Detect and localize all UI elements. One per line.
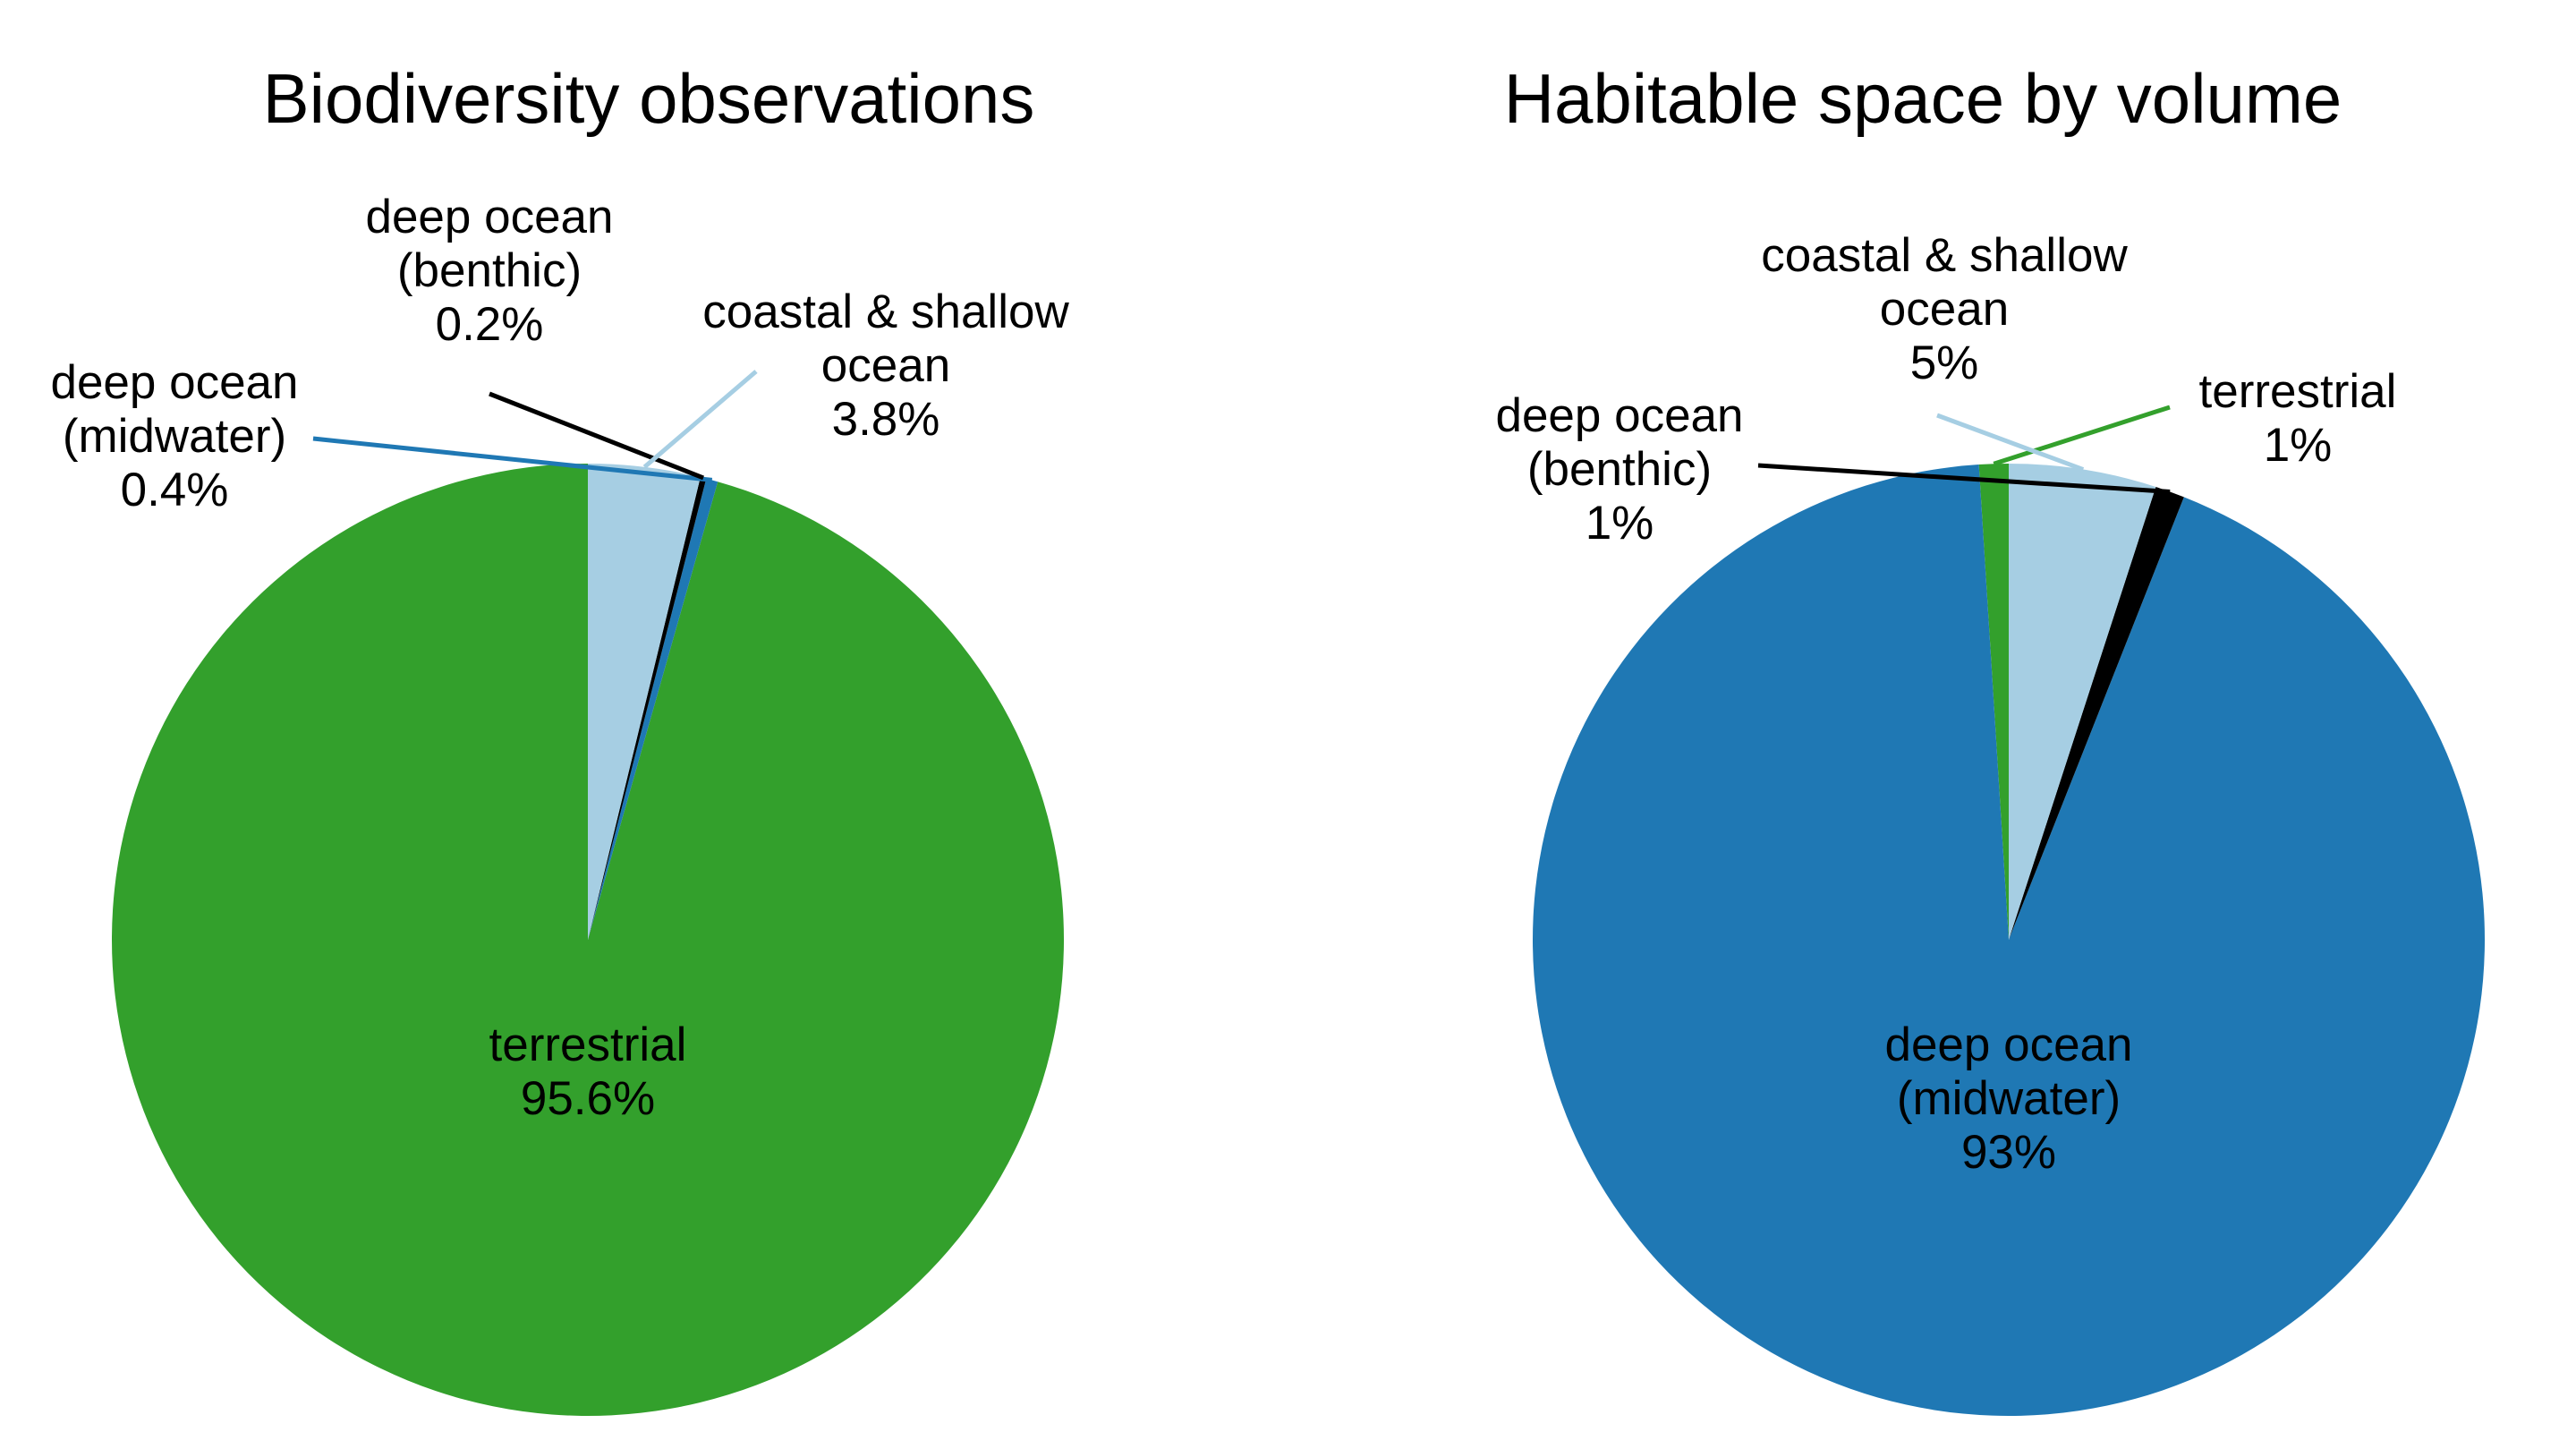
leader-line-terrestrial: [1993, 405, 2171, 466]
pie-slices: [111, 464, 1064, 1416]
pie-chart-habitable-space-by-volume: Habitable space by volume terrestrial1%d…: [1495, 59, 2485, 1417]
data-label-name: deep ocean: [1495, 389, 1743, 442]
data-label-value: 0.2%: [436, 298, 544, 351]
pie-slice-deep-ocean-benthic: [2009, 487, 2184, 940]
pie-chart-biodiversity-observations: Biodiversity observations terrestrial95.…: [50, 59, 1069, 1416]
data-label-name: ocean: [821, 339, 950, 392]
data-label-name: terrestrial: [2199, 365, 2397, 418]
data-label-value: 93%: [1961, 1126, 2056, 1179]
leader-line-deep-ocean-midwater: [312, 436, 713, 482]
data-label-name: (benthic): [397, 244, 582, 297]
pie-slice-coastal-shallow-ocean: [588, 464, 701, 940]
leader-line-coastal-shallow-ocean: [1936, 413, 2085, 472]
data-label-name: deep ocean: [50, 356, 298, 409]
data-label-name: (benthic): [1527, 443, 1712, 496]
data-label-name: (midwater): [63, 410, 286, 463]
data-label-value: 1%: [1586, 497, 1654, 550]
data-label-value: 95.6%: [521, 1072, 655, 1125]
data-label-name: terrestrial: [489, 1019, 687, 1071]
chart-title: Biodiversity observations: [263, 59, 1035, 138]
data-label-name: (midwater): [1897, 1072, 2121, 1125]
data-label-name: coastal & shallow: [1761, 229, 2128, 282]
data-label-value: 3.8%: [832, 393, 940, 446]
pie-slice-deep-ocean-midwater: [588, 478, 718, 940]
data-label-name: deep ocean: [1884, 1019, 2132, 1071]
leader-line-coastal-shallow-ocean: [642, 370, 758, 469]
pie-slice-terrestrial: [111, 464, 1064, 1416]
data-label-value: 5%: [1910, 337, 1979, 389]
data-label-name: deep ocean: [365, 191, 613, 243]
pie-slice-deep-ocean-benthic: [588, 477, 707, 940]
pie-slices: [1533, 464, 2485, 1417]
data-label-name: coastal & shallow: [702, 286, 1069, 338]
data-label-value: 1%: [2264, 419, 2333, 472]
data-label-name: ocean: [1880, 283, 2009, 336]
leader-line-deep-ocean-benthic: [489, 391, 704, 481]
pie-slice-coastal-shallow-ocean: [2009, 464, 2156, 940]
pie-slice-deep-ocean-midwater: [1533, 465, 2485, 1417]
pie-slice-terrestrial: [1978, 464, 2009, 940]
data-label-value: 0.4%: [121, 464, 229, 516]
leader-line-deep-ocean-benthic: [1757, 463, 2171, 494]
chart-title: Habitable space by volume: [1504, 59, 2342, 138]
